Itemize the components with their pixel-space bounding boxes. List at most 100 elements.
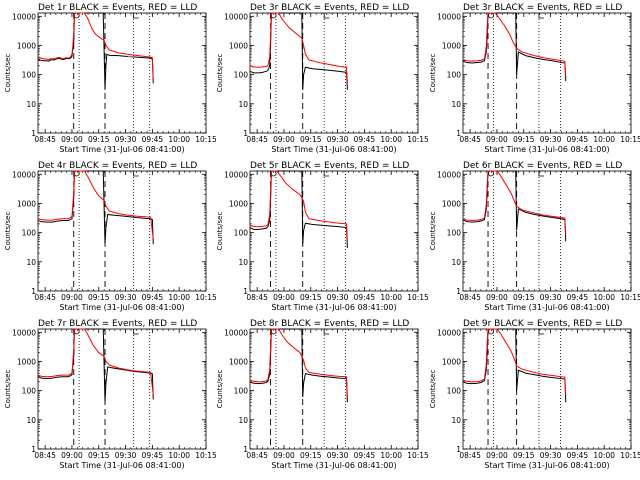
chart-panel: Det 5r BLACK = Events, RED = LLD 1 10 100 10… <box>216 161 429 312</box>
chart-panel: Det 1r BLACK = Events, RED = LLD 1 10 100 10… <box>4 3 217 154</box>
y-tick-label: 1 <box>456 129 461 138</box>
saa-circle-marker <box>488 170 494 177</box>
x-tick-label: 08:45 <box>459 293 481 302</box>
events-series-line <box>37 170 154 245</box>
bracket-marker <box>133 13 139 19</box>
x-tick-label: 09:30 <box>115 293 137 302</box>
x-tick-label: 09:15 <box>88 451 110 460</box>
x-tick-label: 09:15 <box>513 451 535 460</box>
x-tick-label: 09:30 <box>327 293 349 302</box>
x-tick-label: 10:00 <box>168 135 190 144</box>
x-tick-label: 09:45 <box>567 451 589 460</box>
y-tick-label: 100 <box>234 71 249 80</box>
plot-frame <box>37 328 207 450</box>
chart-title: Det 7r BLACK = Events, RED = LLD <box>38 319 197 329</box>
plot-frame <box>37 12 207 134</box>
y-tick-label: 100 <box>447 71 462 80</box>
chart-panel: Det 8r BLACK = Events, RED = LLD 1 10 100 10… <box>216 319 429 470</box>
y-tick-label: 1 <box>31 129 36 138</box>
y-tick-label: 10000 <box>12 12 36 21</box>
x-tick-label: 09:30 <box>327 135 349 144</box>
y-tick-label: 1000 <box>442 199 461 208</box>
y-tick-label: 10000 <box>12 328 36 337</box>
x-axis-label: Start Time (31-Jul-06 08:41:00) <box>59 145 184 154</box>
y-tick-label: 100 <box>447 387 462 396</box>
chart-panel: Det 7r BLACK = Events, RED = LLD 1 10 100 10… <box>4 319 217 470</box>
y-tick-label: 100 <box>447 229 462 238</box>
x-tick-label: 08:45 <box>34 135 56 144</box>
y-axis-label: Counts/sec <box>4 54 12 93</box>
x-tick-label: 08:45 <box>459 451 481 460</box>
x-tick-label: 10:15 <box>620 135 640 144</box>
x-tick-label: 09:45 <box>142 293 164 302</box>
y-tick-label: 1000 <box>442 357 461 366</box>
y-tick-label: 1 <box>243 287 248 296</box>
y-tick-label: 10 <box>26 100 36 109</box>
lld-series-line <box>462 170 567 236</box>
y-axis-label: Counts/sec <box>429 212 437 251</box>
chart-panel: Det 3r BLACK = Events, RED = LLD 1 10 100 10… <box>216 3 429 154</box>
x-axis-label: Start Time (31-Jul-06 08:41:00) <box>484 145 609 154</box>
x-tick-label: 10:15 <box>195 135 217 144</box>
events-series-line <box>37 328 154 403</box>
x-axis-label: Start Time (31-Jul-06 08:41:00) <box>59 461 184 470</box>
chart-title: Det 8r BLACK = Events, RED = LLD <box>250 319 409 329</box>
y-tick-label: 1000 <box>229 41 248 50</box>
x-tick-label: 10:00 <box>593 135 615 144</box>
x-axis-label: Start Time (31-Jul-06 08:41:00) <box>271 303 396 312</box>
x-tick-label: 09:45 <box>354 135 376 144</box>
x-tick-label: 09:00 <box>486 135 508 144</box>
y-tick-label: 10000 <box>437 328 461 337</box>
x-tick-label: 09:15 <box>300 293 322 302</box>
x-tick-label: 10:00 <box>380 135 402 144</box>
events-series-line <box>462 328 567 403</box>
x-tick-label: 09:00 <box>273 135 295 144</box>
y-tick-label: 1000 <box>17 199 36 208</box>
y-tick-label: 10000 <box>224 328 248 337</box>
lld-series-line <box>37 12 154 82</box>
y-tick-label: 1000 <box>17 41 36 50</box>
x-tick-label: 09:00 <box>61 135 83 144</box>
y-tick-label: 10000 <box>437 12 461 21</box>
x-tick-label: 09:45 <box>567 293 589 302</box>
x-tick-label: 09:30 <box>327 451 349 460</box>
y-axis-label: Counts/sec <box>429 370 437 409</box>
x-tick-label: 09:30 <box>540 293 562 302</box>
x-axis-label: Start Time (31-Jul-06 08:41:00) <box>271 461 396 470</box>
y-tick-label: 10 <box>451 258 461 267</box>
x-tick-label: 09:30 <box>115 451 137 460</box>
events-series-line <box>249 170 348 248</box>
y-axis-label: Counts/sec <box>216 370 224 409</box>
y-tick-label: 1 <box>31 287 36 296</box>
x-axis-label: Start Time (31-Jul-06 08:41:00) <box>271 145 396 154</box>
x-tick-label: 09:00 <box>61 293 83 302</box>
x-tick-label: 09:00 <box>61 451 83 460</box>
x-tick-label: 10:15 <box>620 451 640 460</box>
bracket-marker <box>538 13 544 19</box>
bracket-marker <box>133 329 139 335</box>
events-series-line <box>249 12 348 90</box>
y-tick-label: 10 <box>451 416 461 425</box>
x-tick-label: 09:45 <box>354 451 376 460</box>
x-tick-label: 09:45 <box>567 135 589 144</box>
y-tick-label: 10000 <box>224 12 248 21</box>
x-tick-label: 09:45 <box>142 451 164 460</box>
y-tick-label: 10 <box>26 258 36 267</box>
y-tick-label: 1 <box>243 129 248 138</box>
x-tick-label: 09:00 <box>273 293 295 302</box>
x-tick-label: 09:00 <box>273 451 295 460</box>
chart-title: Det 4r BLACK = Events, RED = LLD <box>38 161 197 171</box>
y-tick-label: 10 <box>451 100 461 109</box>
y-tick-label: 100 <box>234 229 249 238</box>
y-tick-label: 1000 <box>229 199 248 208</box>
x-tick-label: 10:15 <box>407 135 429 144</box>
y-tick-label: 10000 <box>224 170 248 179</box>
plot-frame <box>249 170 419 292</box>
y-tick-label: 100 <box>234 387 249 396</box>
x-tick-label: 08:45 <box>246 451 268 460</box>
x-tick-label: 10:00 <box>380 451 402 460</box>
lld-series-line <box>249 170 348 242</box>
events-series-line <box>462 12 567 82</box>
x-tick-label: 10:15 <box>620 293 640 302</box>
y-tick-label: 10000 <box>12 170 36 179</box>
